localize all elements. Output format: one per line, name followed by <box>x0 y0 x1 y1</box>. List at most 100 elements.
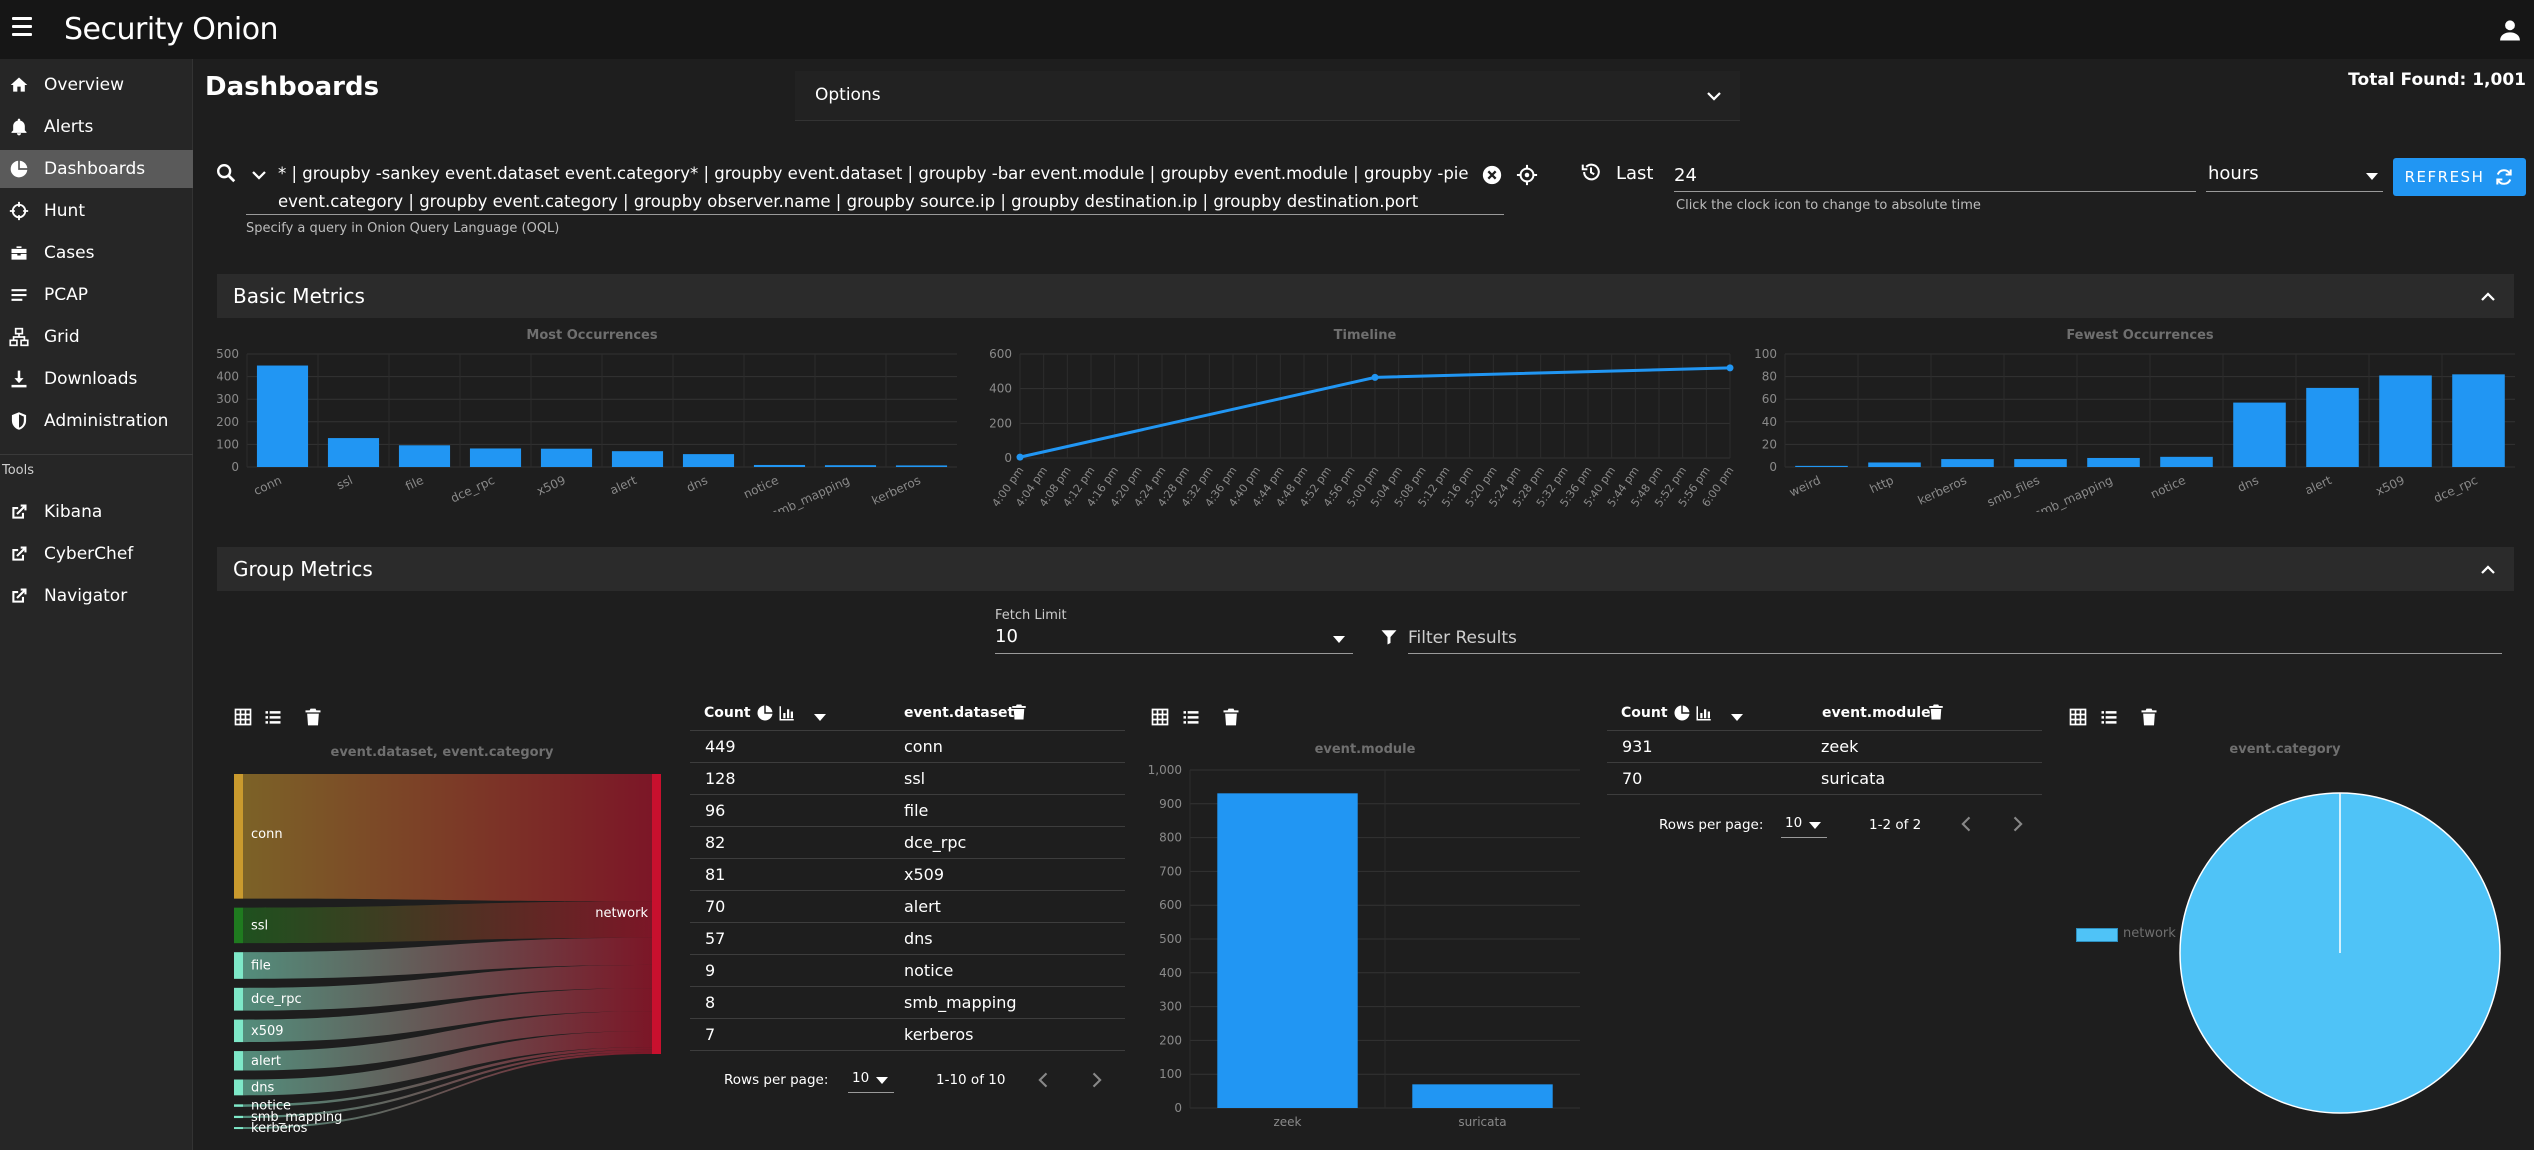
list-icon[interactable] <box>1181 707 1201 727</box>
chevron-up-icon[interactable] <box>2479 288 2497 306</box>
menu-icon[interactable] <box>12 17 32 39</box>
history-icon[interactable] <box>1580 161 1602 183</box>
chevron-right-icon[interactable] <box>1086 1070 1106 1090</box>
options-label: Options <box>815 85 881 105</box>
sidebar-item-alerts[interactable]: Alerts <box>0 108 193 146</box>
sidebar-item-administration[interactable]: Administration <box>0 402 193 440</box>
chart-pie-icon[interactable] <box>1673 704 1691 722</box>
value-cell[interactable]: zeek <box>1821 737 1859 756</box>
chevron-right-icon[interactable] <box>2007 814 2027 834</box>
value-cell[interactable]: dce_rpc <box>904 833 967 852</box>
relative-time-input[interactable] <box>1674 160 2196 192</box>
chevron-left-icon[interactable] <box>1957 814 1977 834</box>
clear-icon[interactable] <box>1481 164 1503 186</box>
value-cell[interactable]: alert <box>904 897 941 916</box>
y-tick-label: 400 <box>989 382 1012 396</box>
sankey-node-label: smb_mapping <box>251 1110 342 1125</box>
count-column-header[interactable]: Count <box>1621 705 1668 721</box>
table-row[interactable]: 57 dns <box>690 923 1125 955</box>
caret-down-icon[interactable] <box>1731 714 1743 721</box>
trash-icon[interactable] <box>1221 707 1241 727</box>
sidebar-item-grid[interactable]: Grid <box>0 318 193 356</box>
value-cell[interactable]: suricata <box>1821 769 1886 788</box>
table-icon[interactable] <box>233 707 253 727</box>
bar <box>1868 462 1921 467</box>
chevron-up-icon[interactable] <box>2479 561 2497 579</box>
sidebar-item-pcap[interactable]: PCAP <box>0 276 193 314</box>
value-cell[interactable]: x509 <box>904 865 945 884</box>
app-logo[interactable]: Security Onion <box>64 12 279 47</box>
field-column-header[interactable]: event.dataset <box>904 705 1015 721</box>
table-icon[interactable] <box>2068 707 2088 727</box>
value-cell[interactable]: ssl <box>904 769 926 788</box>
value-cell[interactable]: smb_mapping <box>904 993 1017 1012</box>
table-row[interactable]: 9 notice <box>690 955 1125 987</box>
external-link-icon <box>8 501 30 523</box>
table-row[interactable]: 8 smb_mapping <box>690 987 1125 1019</box>
basic-metrics-header[interactable]: Basic Metrics <box>217 274 2514 318</box>
table-icon[interactable] <box>1150 707 1170 727</box>
sidebar-item-downloads[interactable]: Downloads <box>0 360 193 398</box>
x-tick-label: kerberos <box>1916 473 1969 508</box>
sidebar-item-dashboards[interactable]: Dashboards <box>0 150 193 188</box>
chart-pie-icon[interactable] <box>756 704 774 722</box>
group-metrics-header[interactable]: Group Metrics <box>217 547 2514 591</box>
bar <box>2379 375 2432 467</box>
caret-down-icon[interactable] <box>814 714 826 721</box>
rows-per-page-select[interactable]: 10 <box>848 1067 894 1093</box>
sidebar-item-cyberchef[interactable]: CyberChef <box>0 535 193 573</box>
value-cell[interactable]: kerberos <box>904 1025 974 1044</box>
bar <box>2233 402 2286 467</box>
sidebar-item-hunt[interactable]: Hunt <box>0 192 193 230</box>
time-hint: Click the clock icon to change to absolu… <box>1676 198 1981 213</box>
sidebar-item-label: Overview <box>44 75 125 95</box>
list-icon[interactable] <box>263 707 283 727</box>
fetch-limit-select[interactable]: 10 <box>995 624 1353 654</box>
value-cell[interactable]: notice <box>904 961 954 980</box>
y-tick-label: 1,000 <box>1148 763 1182 777</box>
table-row[interactable]: 82 dce_rpc <box>690 827 1125 859</box>
bar <box>540 448 593 467</box>
time-unit-select[interactable]: hours <box>2206 160 2383 192</box>
trash-icon[interactable] <box>2139 707 2159 727</box>
field-column-header[interactable]: event.module <box>1822 705 1931 721</box>
value-cell[interactable]: file <box>904 801 929 820</box>
crosshairs-icon <box>8 200 30 222</box>
table-row[interactable]: 96 file <box>690 795 1125 827</box>
chevron-down-icon[interactable] <box>250 168 268 182</box>
home-icon <box>8 74 30 96</box>
crosshairs-icon[interactable] <box>1516 164 1538 186</box>
table-row[interactable]: 81 x509 <box>690 859 1125 891</box>
y-tick-label: 0 <box>231 460 239 474</box>
query-input[interactable]: * | groupby -sankey event.dataset event.… <box>278 164 1469 211</box>
table-row[interactable]: 70 alert <box>690 891 1125 923</box>
options-expander[interactable]: Options <box>795 71 1740 121</box>
bar-chart-icon[interactable] <box>1695 704 1713 722</box>
table-row[interactable]: 931 zeek <box>1607 731 2042 763</box>
trash-icon[interactable] <box>1927 703 1945 721</box>
filter-results-input[interactable] <box>1408 622 2502 654</box>
y-tick-label: 100 <box>1159 1067 1182 1081</box>
bar-chart-icon[interactable] <box>778 704 796 722</box>
x-tick-label: zeek <box>1273 1115 1301 1129</box>
sidebar-item-navigator[interactable]: Navigator <box>0 577 193 615</box>
rows-per-page-select[interactable]: 10 <box>1781 812 1827 838</box>
chevron-left-icon[interactable] <box>1034 1070 1054 1090</box>
sidebar-item-label: Hunt <box>44 201 85 221</box>
user-icon[interactable] <box>2496 16 2524 44</box>
table-row[interactable]: 128 ssl <box>690 763 1125 795</box>
table-row[interactable]: 70 suricata <box>1607 763 2042 795</box>
table-row[interactable]: 7 kerberos <box>690 1019 1125 1051</box>
sidebar-item-cases[interactable]: Cases <box>0 234 193 272</box>
sidebar-item-kibana[interactable]: Kibana <box>0 493 193 531</box>
trash-icon[interactable] <box>303 707 323 727</box>
count-cell: 9 <box>705 961 716 980</box>
sidebar-item-overview[interactable]: Overview <box>0 66 193 104</box>
refresh-button[interactable]: REFRESH <box>2393 158 2526 196</box>
list-icon[interactable] <box>2099 707 2119 727</box>
count-column-header[interactable]: Count <box>704 705 751 721</box>
value-cell[interactable]: dns <box>904 929 933 948</box>
table-row[interactable]: 449 conn <box>690 731 1125 763</box>
value-cell[interactable]: conn <box>904 737 943 756</box>
trash-icon[interactable] <box>1010 703 1028 721</box>
